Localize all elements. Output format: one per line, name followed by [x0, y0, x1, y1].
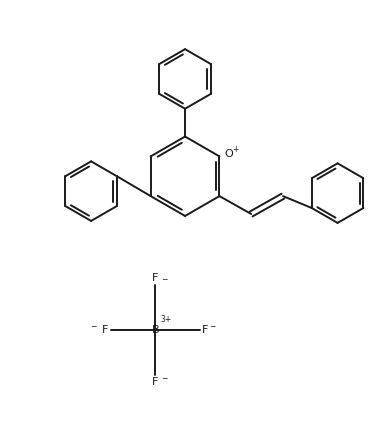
Text: F: F — [202, 325, 208, 335]
Text: +: + — [232, 145, 239, 154]
Text: −: − — [90, 322, 97, 330]
Text: 3+: 3+ — [160, 315, 171, 324]
Text: O: O — [224, 149, 233, 160]
Text: −: − — [161, 374, 168, 383]
Text: F: F — [102, 325, 109, 335]
Text: B: B — [151, 325, 159, 335]
Text: F: F — [152, 377, 158, 387]
Text: −: − — [161, 275, 168, 284]
Text: −: − — [209, 322, 215, 330]
Text: F: F — [152, 274, 158, 283]
